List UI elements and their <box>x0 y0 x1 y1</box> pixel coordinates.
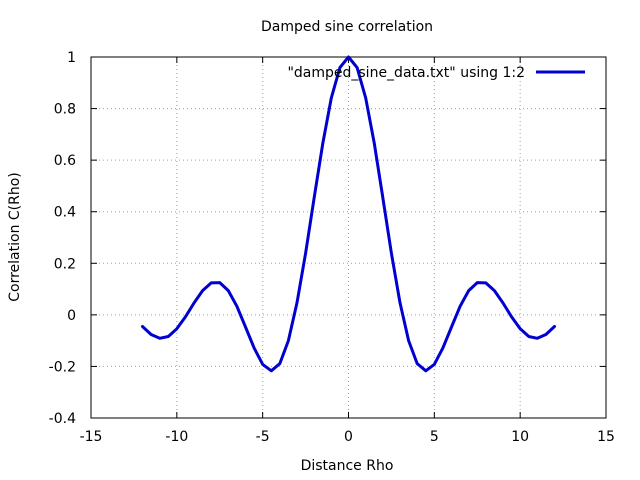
x-tick-label: -15 <box>80 429 103 445</box>
y-tick-label: 0 <box>67 308 76 324</box>
legend: "damped_sine_data.txt" using 1:2 <box>287 65 585 81</box>
y-tick-label: 0.4 <box>54 205 76 221</box>
y-tick-labels: -0.4 -0.2 0 0.2 0.4 0.6 0.8 1 <box>49 50 76 427</box>
series-layer <box>141 55 556 373</box>
y-tick-label: 1 <box>67 50 76 66</box>
x-tick-label: 15 <box>597 429 615 445</box>
y-tick-label: -0.2 <box>49 359 76 375</box>
x-tick-labels: -15 -10 -5 0 5 10 15 <box>80 429 615 445</box>
x-axis-label: Distance Rho <box>301 458 394 474</box>
y-tick-label: -0.4 <box>49 411 76 427</box>
x-tick-label: 5 <box>430 429 439 445</box>
grid <box>91 57 606 418</box>
y-tick-label: 0.6 <box>54 153 76 169</box>
x-tick-label: 10 <box>511 429 529 445</box>
y-axis-label: Correlation C(Rho) <box>7 172 23 302</box>
y-tick-label: 0.8 <box>54 102 76 118</box>
y-tick-label: 0.2 <box>54 256 76 272</box>
x-tick-label: -5 <box>256 429 270 445</box>
series-line <box>141 55 556 373</box>
chart-title: Damped sine correlation <box>261 19 433 35</box>
legend-label: "damped_sine_data.txt" using 1:2 <box>287 65 525 81</box>
x-tick-label: -10 <box>165 429 188 445</box>
x-tick-label: 0 <box>344 429 353 445</box>
